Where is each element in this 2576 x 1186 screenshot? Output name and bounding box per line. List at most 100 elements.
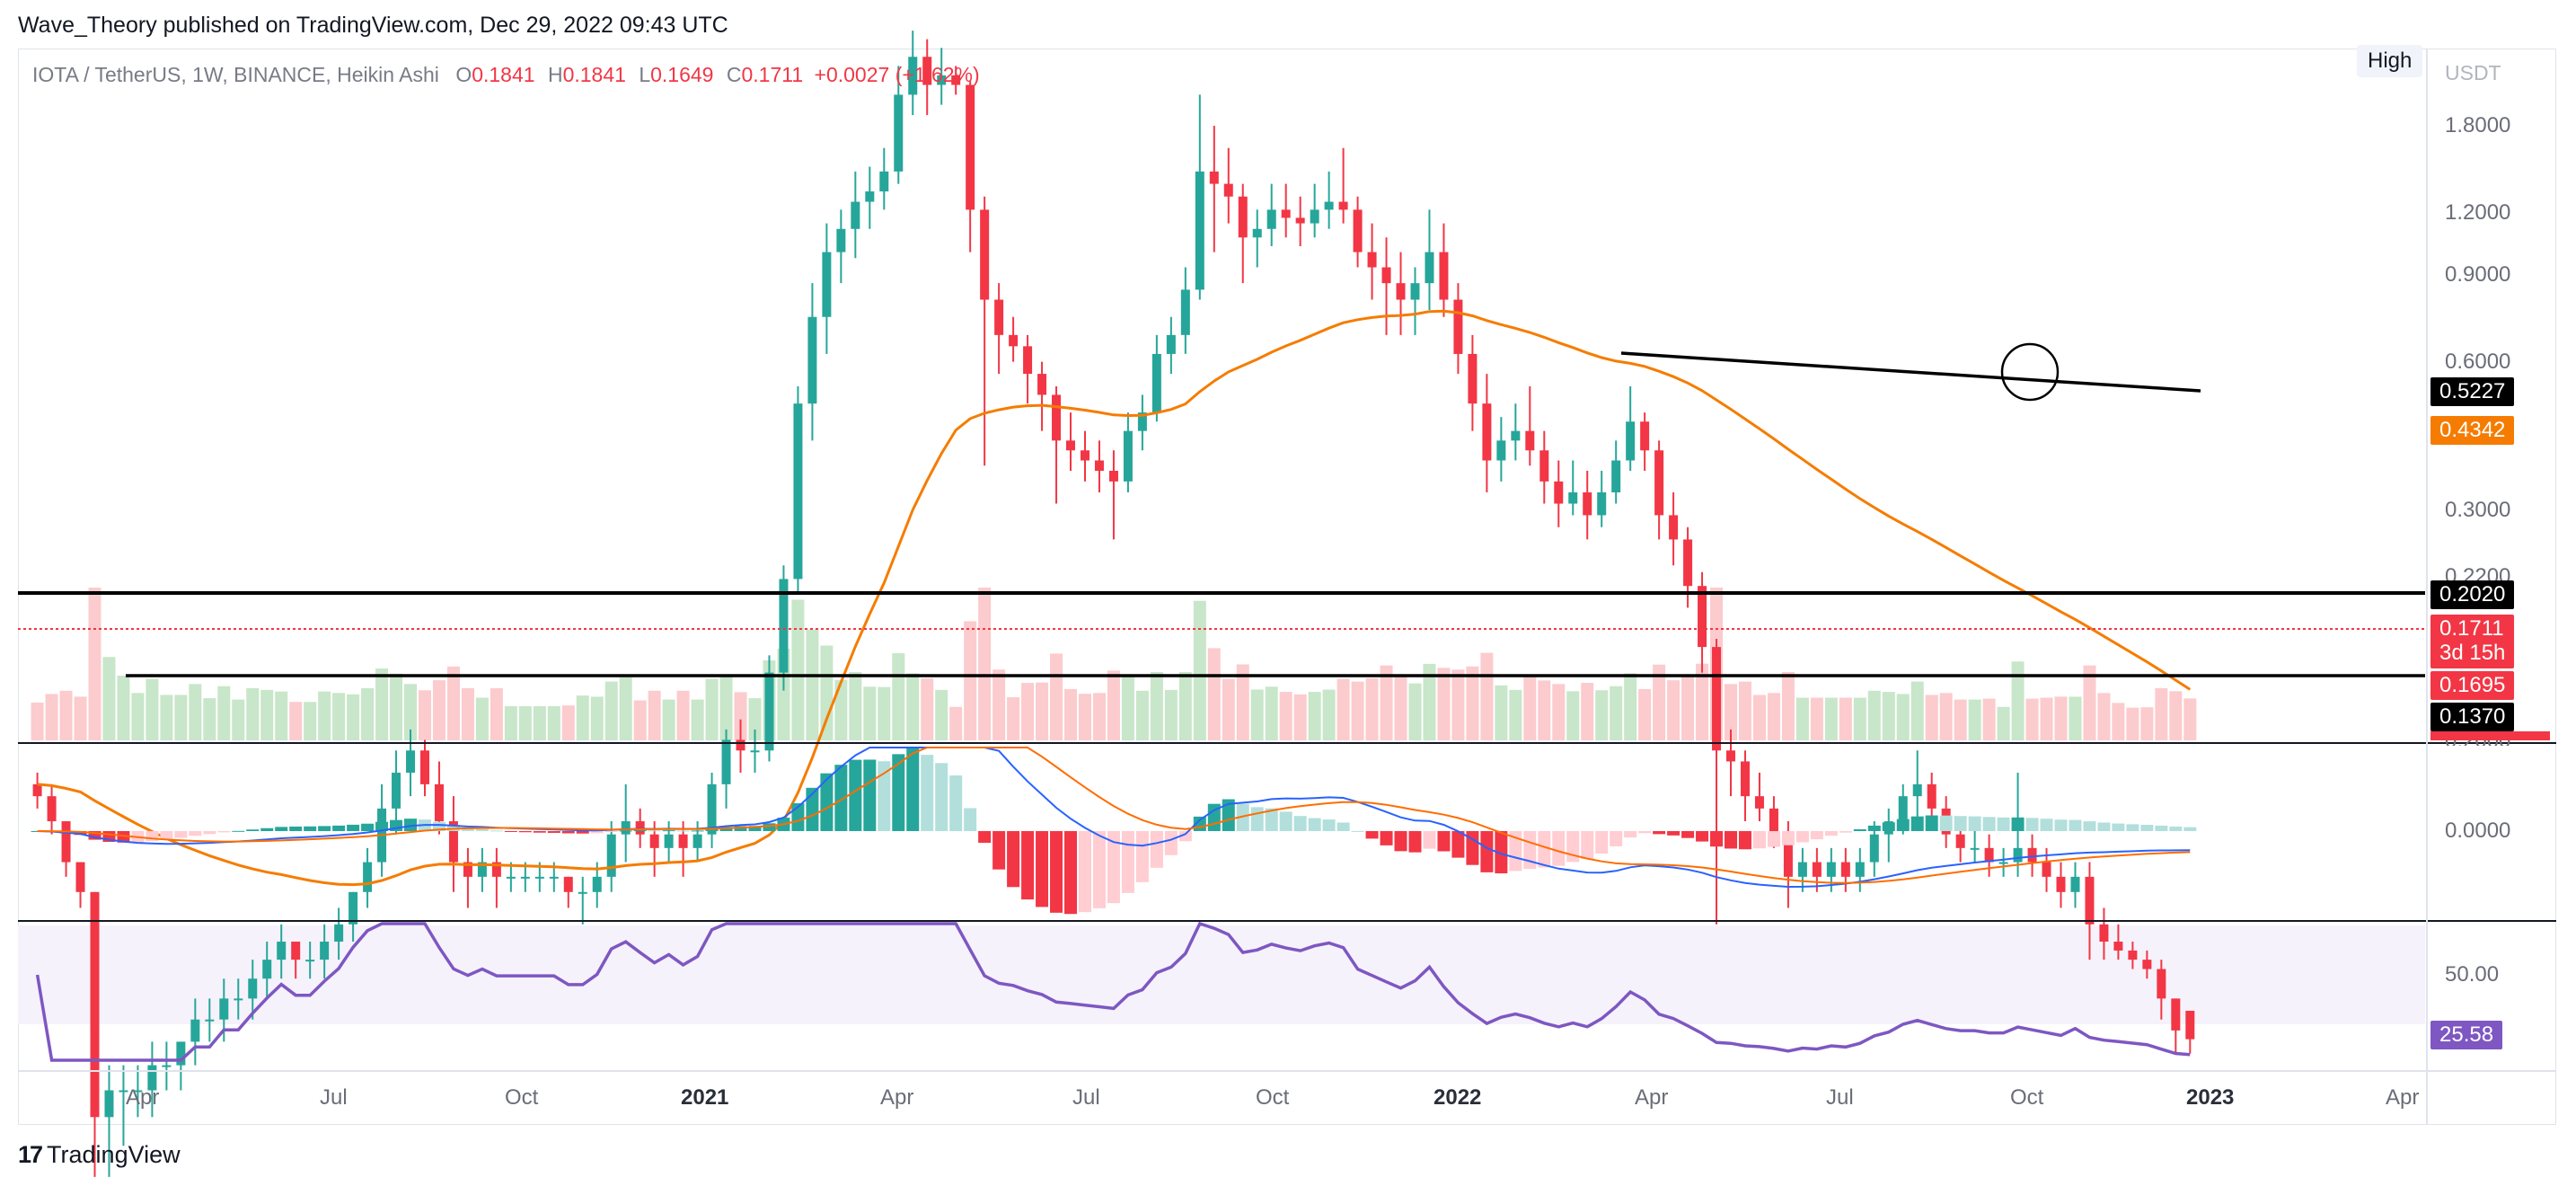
volume-bar <box>1982 698 1996 740</box>
macd-bar <box>734 826 747 831</box>
candle <box>1338 147 1348 224</box>
macd-bar <box>806 787 819 831</box>
candle <box>951 66 961 95</box>
volume-bar <box>1495 685 1508 740</box>
candle <box>1626 385 1636 472</box>
candle-body <box>234 998 243 1001</box>
candle-body <box>721 739 731 784</box>
candle-body <box>334 924 344 943</box>
volume-bar <box>834 679 848 740</box>
candle <box>1482 374 1492 493</box>
candle <box>851 171 860 259</box>
currency-label[interactable]: USDT <box>2445 61 2501 84</box>
candle <box>1654 440 1664 540</box>
volume-bar <box>2040 697 2053 740</box>
candle-body <box>248 978 258 999</box>
candle-body <box>520 876 530 879</box>
volume-bar <box>863 686 877 740</box>
candle <box>1209 126 1219 252</box>
low-label: L <box>639 63 651 86</box>
volume-bar <box>1193 600 1206 740</box>
macd-bar <box>203 831 216 835</box>
macd-bar <box>461 827 474 831</box>
volume-bar <box>1566 691 1580 740</box>
candle-body <box>1568 492 1578 504</box>
time-label-apr-2023: Apr <box>2386 1085 2420 1110</box>
candle-body <box>2113 942 2123 951</box>
volume-bar <box>1423 663 1436 740</box>
candle-body <box>1108 471 1118 482</box>
macd-bar <box>146 831 159 842</box>
candle-body <box>1381 267 1391 284</box>
candle <box>1726 729 1736 797</box>
candle-body <box>1180 289 1190 335</box>
macd-bar <box>1250 807 1264 831</box>
crossover-circle <box>2000 342 2060 402</box>
candle-body <box>563 876 573 892</box>
candle-body <box>621 821 631 835</box>
candle-body <box>190 1019 200 1042</box>
candle-body <box>1367 252 1377 268</box>
volume-bar <box>2025 698 2039 740</box>
macd-bar <box>1236 803 1249 831</box>
candle-body <box>966 84 975 210</box>
volume-bar <box>289 702 303 740</box>
macd-bar <box>160 831 173 840</box>
volume-bar <box>1581 682 1594 740</box>
candle-body <box>865 191 875 202</box>
macd-bar <box>964 808 977 831</box>
candle-body <box>2070 876 2080 892</box>
macd-bar <box>576 831 589 834</box>
macd-bar <box>518 831 532 833</box>
macd-bar <box>102 831 116 842</box>
candle <box>147 1041 157 1118</box>
candle-body <box>693 834 702 848</box>
macd-bar <box>2140 825 2154 831</box>
volume-bar <box>217 686 231 740</box>
candle <box>793 385 803 594</box>
candle-body <box>592 876 602 892</box>
high-button[interactable]: High <box>2357 45 2423 77</box>
candle <box>1324 171 1334 229</box>
macd-bar <box>1738 831 1751 850</box>
macd-bar <box>1007 831 1020 888</box>
candle <box>621 783 631 863</box>
candle-body <box>1295 217 1305 224</box>
volume-bar <box>347 694 360 740</box>
volume-bar <box>1308 692 1321 740</box>
candle-body <box>1166 334 1176 354</box>
macd-bar <box>2011 817 2025 831</box>
ema-tag: 0.4342 <box>2430 416 2515 445</box>
volume-bar <box>1007 696 1020 740</box>
candle-body <box>1453 299 1463 354</box>
candle-body <box>1525 430 1535 451</box>
candle <box>937 48 947 105</box>
candle-body <box>1511 430 1521 441</box>
volume-bar <box>160 695 173 740</box>
macd-bar <box>633 830 647 832</box>
volume-bar <box>31 702 44 740</box>
volume-bar <box>1050 653 1063 740</box>
macd-bar <box>1451 831 1465 858</box>
candle <box>908 31 918 116</box>
volume-bar <box>547 705 560 740</box>
candle-body <box>133 1090 143 1093</box>
volume-bar <box>1725 684 1738 740</box>
candle-body <box>922 57 932 85</box>
rsi-line <box>35 921 2191 1062</box>
macd-bar <box>1293 816 1307 831</box>
volume-bar <box>1021 683 1035 740</box>
volume-bar <box>375 668 389 740</box>
candle <box>1180 267 1190 354</box>
trendline <box>1620 351 2201 393</box>
time-label-2021: 2021 <box>681 1085 729 1110</box>
volume-bar <box>2069 696 2082 740</box>
volume-bar <box>691 699 704 740</box>
candle-body <box>606 834 616 877</box>
candle <box>1683 527 1693 608</box>
volume-bar <box>318 691 331 740</box>
tradingview-logo[interactable]: 17 TradingView <box>18 1141 181 1169</box>
candle-body <box>1669 515 1679 540</box>
macd-bar <box>1968 816 1981 831</box>
